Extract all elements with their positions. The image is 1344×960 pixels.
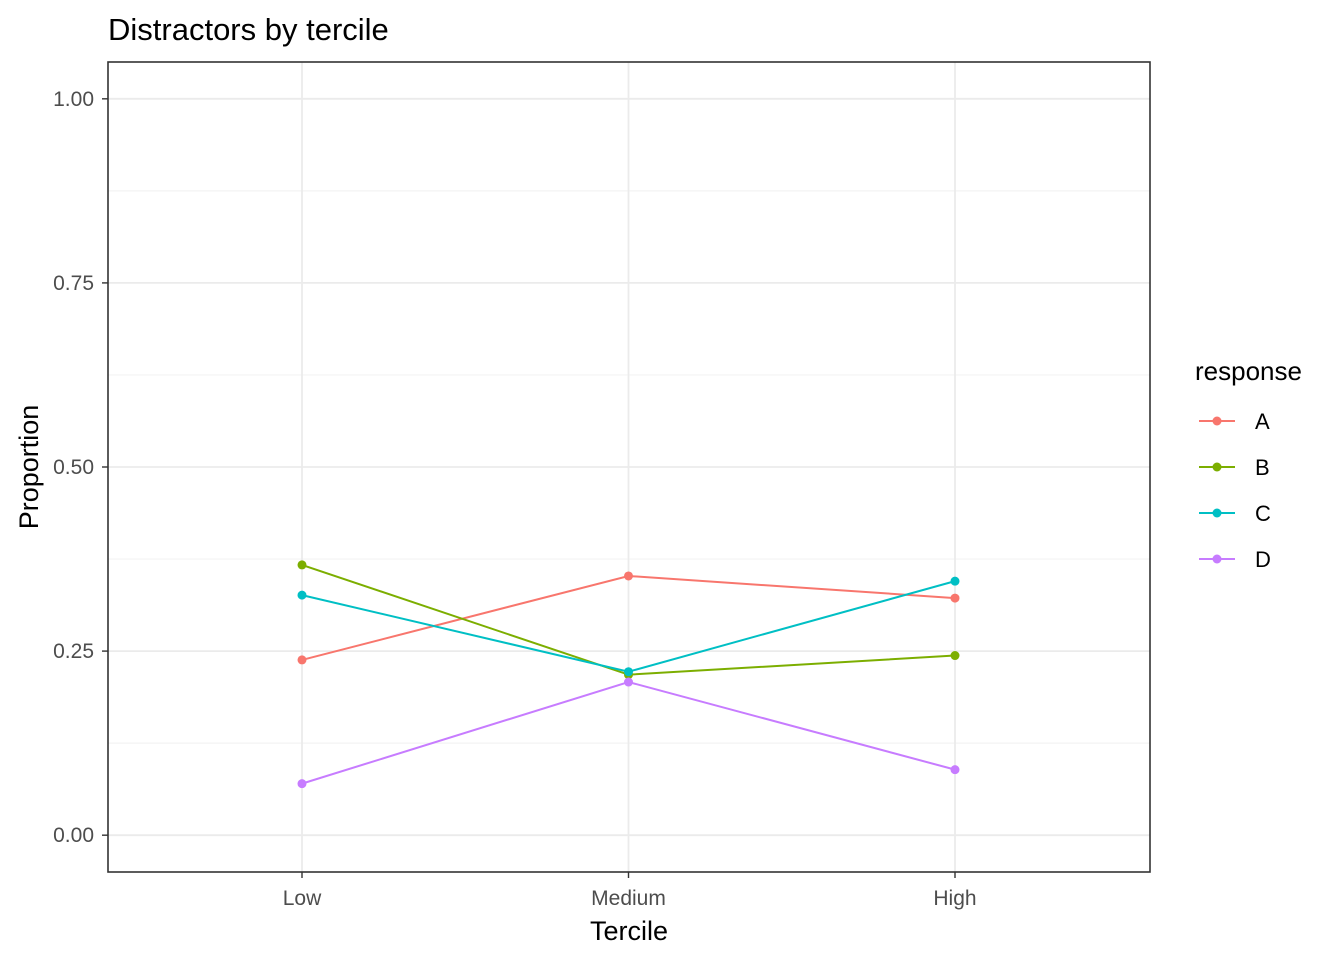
data-point-b xyxy=(950,651,960,661)
legend-label-d: D xyxy=(1255,547,1271,572)
y-tick-label: 0.75 xyxy=(53,272,94,295)
legend-key-point-d xyxy=(1212,554,1222,564)
panel-border xyxy=(107,61,1151,873)
chart-title: Distractors by tercile xyxy=(108,12,389,47)
data-point-a xyxy=(624,571,633,581)
data-point-c xyxy=(297,590,307,600)
legend-title: response xyxy=(1195,356,1302,386)
legend-label-b: B xyxy=(1255,455,1270,480)
y-axis-title: Proportion xyxy=(14,405,44,530)
x-tick-label: Low xyxy=(283,887,322,910)
axes-layer: 0.00 0.25 0.50 0.75 1.00 Low Medium High xyxy=(53,61,1151,910)
series-layer xyxy=(297,560,960,789)
legend-label-a: A xyxy=(1255,409,1270,434)
y-tick-label: 1.00 xyxy=(53,88,94,111)
data-point-d xyxy=(950,765,960,775)
y-tick-label: 0.50 xyxy=(53,456,94,479)
x-tick-label: High xyxy=(933,887,976,910)
data-point-c xyxy=(950,576,960,586)
x-axis-title: Tercile xyxy=(590,916,668,946)
data-point-a xyxy=(950,593,960,603)
legend-label-c: C xyxy=(1255,501,1271,526)
y-tick-label: 0.25 xyxy=(53,640,94,663)
legend-key-point-c xyxy=(1212,508,1222,518)
grid-layer xyxy=(108,62,1150,872)
legend-key-point-a xyxy=(1212,416,1222,426)
x-tick-label: Medium xyxy=(591,887,666,910)
y-tick-label: 0.00 xyxy=(53,824,94,847)
data-point-b xyxy=(297,560,307,570)
data-point-c xyxy=(624,667,633,677)
legend-key-point-b xyxy=(1212,462,1222,472)
data-point-a xyxy=(297,655,307,665)
data-point-d xyxy=(624,677,633,687)
data-point-d xyxy=(297,779,307,789)
